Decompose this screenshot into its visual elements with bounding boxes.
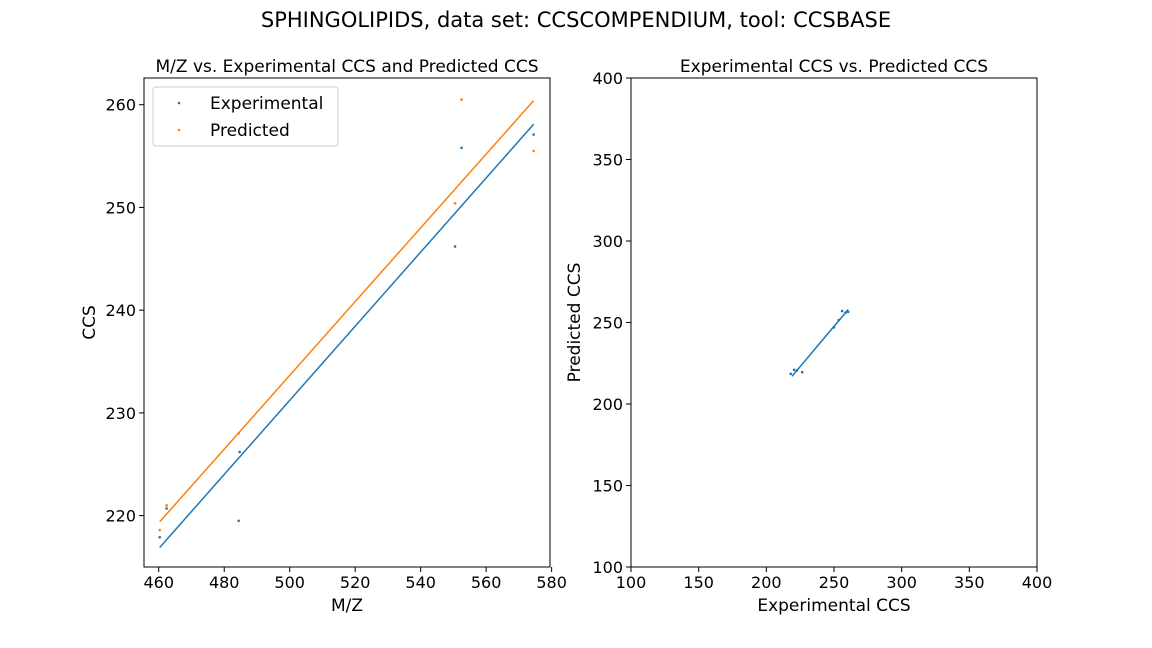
x-tick-label: 300 — [886, 573, 917, 592]
x-tick-label: 200 — [751, 573, 782, 592]
x-tick-label: 580 — [536, 573, 567, 592]
x-tick-label: 150 — [683, 573, 714, 592]
series-point — [789, 372, 792, 376]
series-point — [792, 368, 796, 372]
experimental-point — [158, 535, 162, 539]
chart-left: M/Z vs. Experimental CCS and Predicted C… — [80, 57, 567, 616]
series-point — [795, 369, 799, 372]
x-axis-label: M/Z — [331, 596, 363, 616]
x-tick-label: 250 — [819, 573, 850, 592]
x-tick-label: 540 — [405, 573, 436, 592]
y-axis-label: Predicted CCS — [565, 263, 585, 383]
axes-frame — [630, 77, 1038, 568]
series-point — [844, 311, 847, 315]
y-tick-label: 260 — [105, 96, 136, 115]
predicted-point — [453, 202, 457, 205]
chart-title: M/Z vs. Experimental CCS and Predicted C… — [156, 57, 539, 77]
y-tick-label: 100 — [592, 558, 623, 577]
predicted-point — [532, 149, 535, 153]
series-point — [846, 310, 850, 314]
x-axis-label: Experimental CCS — [757, 596, 910, 616]
series-point — [800, 370, 804, 374]
x-tick-label: 100 — [616, 573, 647, 592]
experimental-legend-label: Experimental — [210, 94, 323, 114]
experimental-point — [165, 507, 168, 510]
predicted-point — [158, 528, 162, 532]
plot-area — [158, 98, 535, 548]
experimental-point — [460, 146, 463, 150]
experimental-point — [532, 133, 535, 136]
x-tick-label: 520 — [340, 573, 371, 592]
experimental-point — [453, 245, 457, 248]
series-point — [837, 318, 841, 322]
legend-box — [152, 86, 339, 147]
predicted-legend-marker — [177, 128, 181, 132]
experimental-point — [237, 519, 240, 523]
y-tick-label: 200 — [592, 395, 623, 414]
y-tick-label: 150 — [592, 477, 623, 496]
y-tick-label: 240 — [105, 301, 136, 320]
experimental-legend-marker — [177, 101, 181, 105]
x-tick-label: 350 — [954, 573, 985, 592]
series-point — [840, 309, 844, 313]
y-tick-label: 400 — [592, 69, 623, 88]
x-tick-label: 500 — [274, 573, 305, 592]
x-tick-label: 560 — [471, 573, 502, 592]
y-tick-label: 300 — [592, 232, 623, 251]
x-tick-label: 400 — [1022, 573, 1053, 592]
predicted-trendline — [159, 100, 535, 523]
predicted-point — [460, 98, 463, 101]
predicted-legend-label: Predicted — [210, 121, 290, 141]
experimental-trendline — [159, 123, 535, 548]
x-tick-label: 480 — [209, 573, 240, 592]
axes-frame — [143, 77, 551, 568]
chart-right: Experimental CCS vs. Predicted CCS 100 150… — [565, 57, 1052, 616]
y-axis-label: CCS — [80, 305, 100, 340]
series-point — [832, 326, 836, 329]
predicted-point — [237, 432, 240, 435]
y-tick-label: 250 — [105, 198, 136, 217]
y-tick-label: 350 — [592, 151, 623, 170]
chart-title: Experimental CCS vs. Predicted CCS — [680, 57, 988, 77]
x-tick-label: 460 — [143, 573, 174, 592]
y-tick-label: 250 — [592, 314, 623, 333]
predicted-point — [165, 504, 168, 507]
y-tick-label: 220 — [105, 507, 136, 526]
plot-area — [789, 308, 850, 377]
figure-title: SPHINGOLIPIDS, data set: CCSCOMPENDIUM, … — [260, 8, 892, 32]
y-tick-label: 230 — [105, 404, 136, 423]
experimental-point — [238, 450, 241, 454]
